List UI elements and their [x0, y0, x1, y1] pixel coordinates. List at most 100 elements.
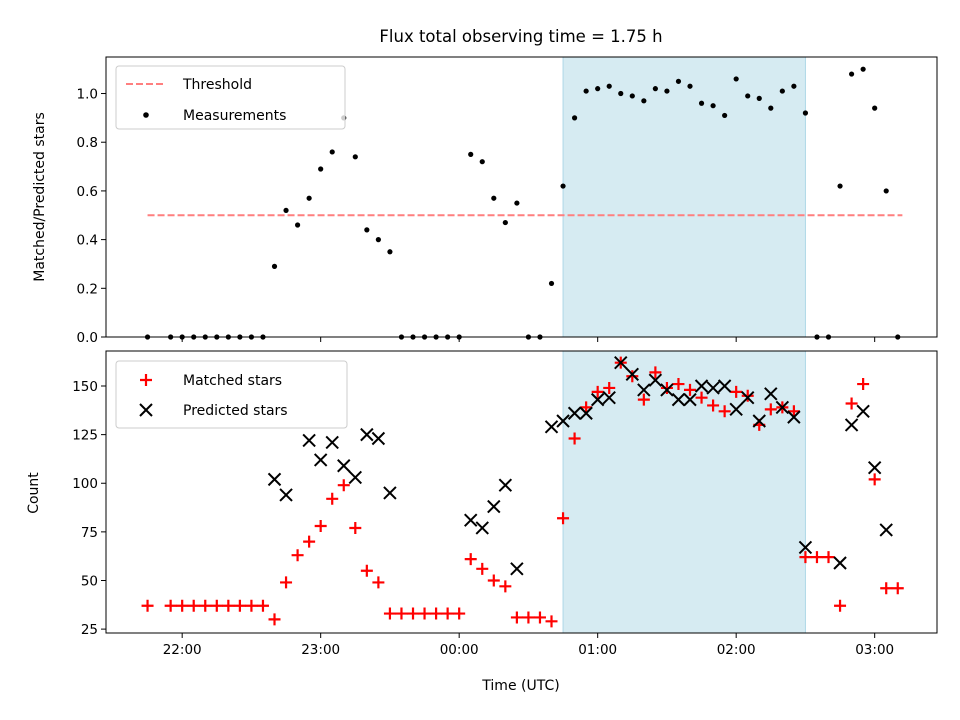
measurement-point [872, 105, 878, 111]
predicted-star-point [279, 488, 293, 502]
x-tick-label: 03:00 [855, 642, 894, 658]
shaded-region [562, 56, 806, 338]
matched-star-point [291, 549, 304, 562]
matched-star-point [730, 385, 743, 398]
measurement-point [364, 227, 370, 233]
measurement-point [283, 207, 289, 213]
matched-star-point [383, 607, 396, 620]
predicted-star-point [371, 431, 386, 446]
predicted-star-point [694, 379, 709, 393]
chart-title: Flux total observing time = 1.75 h [379, 27, 662, 46]
matched-star-point [407, 607, 420, 620]
matched-star-point [314, 520, 327, 533]
matched-star-point [337, 479, 350, 492]
matched-star-point [395, 607, 408, 620]
measurement-point [710, 103, 716, 109]
predicted-star-point [741, 390, 755, 405]
y-tick-label: 125 [72, 428, 98, 444]
legend-threshold-label: Threshold [182, 77, 252, 93]
predicted-star-point [498, 478, 513, 492]
matched-star-point [164, 599, 177, 612]
x-tick-label: 23:00 [301, 642, 340, 658]
measurement-point [468, 151, 474, 157]
predicted-star-point [717, 379, 732, 393]
matched-star-point [349, 521, 362, 534]
matched-star-point [510, 611, 523, 624]
predicted-star-point [637, 383, 651, 397]
matched-star-point [591, 385, 604, 398]
matched-star-point [626, 370, 639, 383]
bottom-legend: Matched stars Predicted stars [115, 360, 348, 429]
observing-window-shade [562, 56, 806, 338]
shaded-region [562, 350, 806, 634]
bottom-plot-frame [105, 350, 938, 634]
matched-star-point [533, 611, 546, 624]
matched-star-point [580, 401, 593, 414]
matched-star-point [660, 381, 673, 394]
measurement-point [514, 200, 520, 206]
matched-star-point [557, 512, 570, 525]
predicted-star-point [625, 367, 640, 382]
matched-star-point [891, 582, 904, 595]
top-legend: Threshold Measurements [115, 65, 346, 130]
predicted-star-point [267, 472, 282, 487]
predicted-star-point [787, 410, 801, 424]
predicted-star-point [313, 453, 328, 467]
measurement-point [618, 90, 624, 97]
predicted-star-point [706, 381, 720, 395]
matched-star-point [545, 615, 558, 628]
matched-stars-points [141, 356, 904, 628]
measurement-point [860, 66, 866, 72]
x-tick-label: 00:00 [440, 642, 479, 658]
predicted-stars-points [267, 355, 893, 576]
measurement-point [745, 93, 751, 99]
predicted-star-point [337, 459, 351, 473]
measurement-point [387, 249, 393, 255]
matched-star-point [199, 599, 212, 612]
legend-matched-swatch [140, 374, 152, 386]
legend-predicted-label: Predicted stars [183, 403, 288, 419]
matched-star-point [453, 607, 466, 620]
y-tick-label: 1.0 [77, 87, 98, 103]
measurement-point [560, 183, 566, 189]
matched-star-point [268, 613, 281, 626]
predicted-star-point [867, 460, 882, 475]
matched-star-point [764, 403, 777, 416]
measurement-point [802, 110, 809, 116]
bottom-y-axis: 25 50 75 100 125 150 [72, 379, 106, 638]
measurement-point [318, 166, 324, 172]
top-y-axis: 0.0 0.2 0.4 0.6 0.8 1.0 [77, 87, 106, 346]
measurement-point [779, 88, 785, 94]
measurement-point [733, 76, 739, 82]
measurement-point [583, 88, 589, 94]
measurement-point [687, 83, 693, 89]
x-tick-label: 01:00 [578, 642, 617, 658]
y-tick-label: 100 [72, 476, 98, 492]
y-tick-label: 0.8 [77, 135, 98, 151]
predicted-star-point [671, 392, 686, 407]
predicted-star-point [648, 373, 663, 387]
predicted-star-point [844, 418, 859, 432]
matched-star-point [280, 576, 293, 589]
top-panel: 0.0 0.2 0.4 0.6 0.8 1.0 Matched/Predicted sta… [32, 56, 938, 346]
matched-star-point [637, 393, 650, 406]
matched-star-point [256, 599, 269, 612]
matched-star-point [176, 599, 189, 612]
legend-measurements-label: Measurements [183, 108, 286, 124]
measurement-point [571, 115, 578, 121]
matched-star-point [822, 551, 835, 564]
observing-window-shade [562, 350, 806, 634]
measurement-point [652, 86, 658, 92]
measurement-point [791, 83, 797, 89]
predicted-star-point [729, 402, 743, 417]
matched-star-point [360, 564, 373, 577]
predicted-star-point [833, 556, 847, 570]
matched-star-point [326, 492, 339, 505]
matched-star-point [303, 535, 316, 548]
predicted-star-point [556, 414, 570, 428]
predicted-star-point [464, 513, 478, 527]
predicted-star-point [360, 427, 374, 442]
matched-star-point [141, 599, 154, 612]
matched-star-point [834, 599, 847, 612]
